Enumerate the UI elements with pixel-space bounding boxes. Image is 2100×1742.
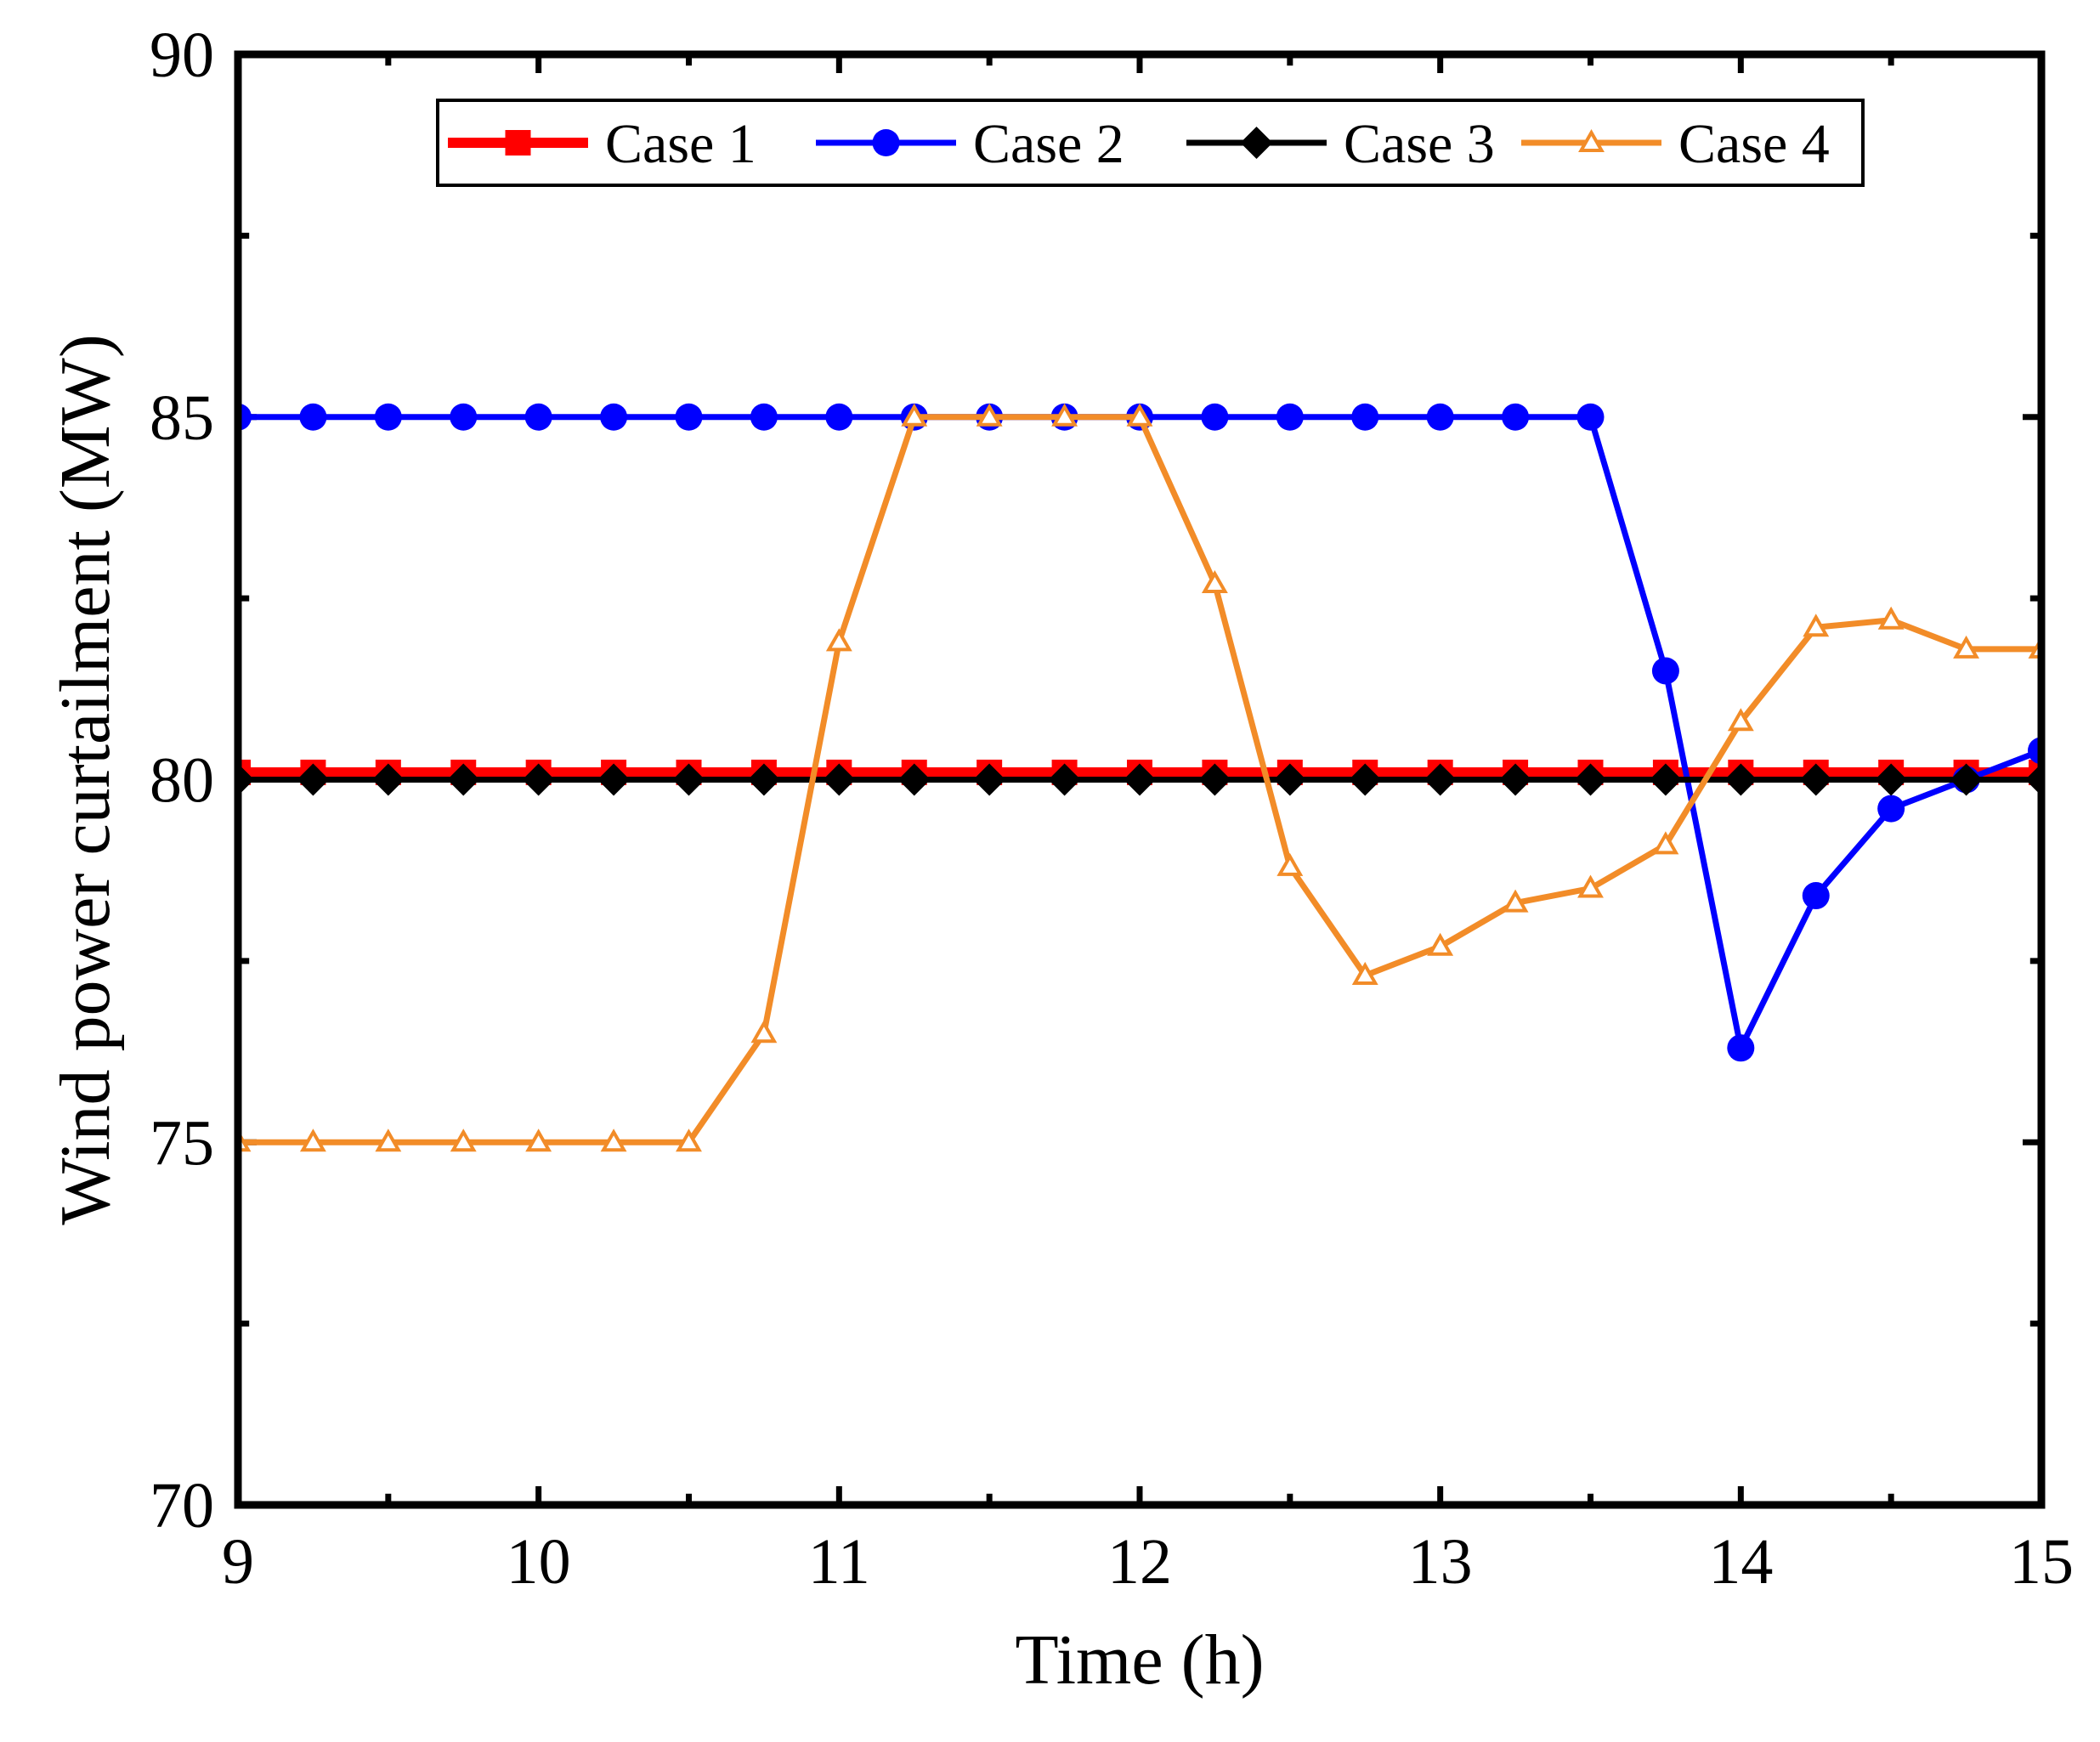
data-point-case-4 (1502, 889, 1529, 913)
data-point-case-3 (973, 763, 1006, 796)
data-point-case-4 (600, 1128, 627, 1152)
data-point-case-2 (1351, 403, 1379, 431)
series-case-3 (238, 763, 2041, 796)
data-point-case-4 (1877, 606, 1905, 630)
data-point-case-3 (747, 763, 780, 796)
legend-label: Case 4 (1678, 113, 1830, 175)
data-point-case-3 (297, 763, 330, 796)
data-point-case-2 (1201, 403, 1229, 431)
data-point-case-4 (1126, 403, 1153, 427)
x-tick-label: 14 (1708, 1526, 1773, 1598)
data-point-case-3 (1950, 763, 1983, 796)
data-point-case-3 (238, 763, 254, 796)
data-point-case-3 (522, 763, 555, 796)
data-point-case-4 (1201, 570, 1228, 594)
data-point-case-2 (1802, 882, 1830, 910)
data-point-case-3 (371, 763, 405, 796)
y-tick-label: 85 (150, 382, 214, 454)
y-tick-label: 70 (150, 1470, 214, 1541)
data-point-case-3 (597, 763, 631, 796)
data-point-case-4 (1427, 932, 1454, 956)
data-point-case-4 (1577, 874, 1604, 898)
y-tick-label: 75 (150, 1107, 214, 1179)
data-point-case-2 (825, 403, 853, 431)
tick-labels: 9 10 11 12 13 14 15 70 75 80 85 90 (150, 20, 2074, 1598)
data-point-case-4 (1803, 614, 1830, 637)
data-point-case-3 (897, 763, 931, 796)
data-point-case-4 (1351, 961, 1378, 985)
data-point-case-2 (524, 403, 552, 431)
data-point-case-4 (976, 403, 1003, 427)
legend-item-case-1: Case 1 (448, 113, 756, 175)
x-tick-label: 13 (1408, 1526, 1473, 1598)
x-tick-label: 15 (2009, 1526, 2074, 1598)
x-tick-label: 12 (1107, 1526, 1172, 1598)
legend-label: Case 2 (973, 113, 1124, 175)
data-point-case-3 (1424, 763, 1457, 796)
y-tick-label: 90 (150, 20, 214, 91)
data-point-case-2 (1426, 403, 1454, 431)
data-point-case-2 (299, 403, 327, 431)
legend-swatch-marker (1240, 127, 1273, 159)
data-point-case-2 (1651, 657, 1679, 685)
data-point-case-2 (1576, 403, 1605, 431)
data-point-case-4 (299, 1128, 326, 1152)
data-point-case-4 (1276, 852, 1304, 876)
legend-swatch-marker (1578, 128, 1605, 152)
data-point-case-4 (676, 1128, 702, 1152)
data-point-case-3 (1124, 763, 1156, 796)
data-point-case-3 (1349, 763, 1382, 796)
series-layer (238, 403, 2041, 1152)
data-point-case-2 (1727, 1034, 1755, 1062)
data-point-case-3 (1875, 763, 1908, 796)
legend-swatch-marker (505, 130, 531, 156)
legend-label: Case 3 (1344, 113, 1495, 175)
data-point-case-3 (1499, 763, 1532, 796)
data-point-case-4 (750, 1020, 778, 1044)
data-point-case-4 (525, 1128, 552, 1152)
data-point-case-4 (1051, 403, 1078, 427)
data-point-case-4 (1953, 635, 1980, 659)
data-point-case-3 (1198, 763, 1231, 796)
data-point-case-3 (447, 763, 480, 796)
plot-frame (234, 50, 2046, 1509)
data-point-case-2 (374, 403, 402, 431)
legend-item-case-3: Case 3 (1186, 113, 1495, 175)
legend-swatch-marker (872, 129, 900, 156)
data-point-case-2 (450, 403, 478, 431)
data-point-case-4 (450, 1128, 477, 1152)
data-point-case-3 (1724, 763, 1758, 796)
y-tick-label: 80 (150, 745, 214, 817)
data-point-case-3 (1273, 763, 1306, 796)
legend-label: Case 1 (605, 113, 756, 175)
data-point-case-4 (901, 403, 928, 427)
data-point-case-4 (375, 1128, 402, 1152)
data-point-case-2 (750, 403, 778, 431)
data-point-case-2 (675, 403, 703, 431)
x-axis-label: Time (h) (1015, 1620, 1264, 1700)
legend-item-case-2: Case 2 (816, 113, 1124, 175)
x-tick-label: 10 (507, 1526, 571, 1598)
x-tick-label: 9 (222, 1526, 254, 1598)
data-point-case-4 (1727, 708, 1754, 732)
data-point-case-4 (1652, 831, 1679, 855)
data-point-case-3 (823, 763, 856, 796)
data-point-case-2 (600, 403, 628, 431)
data-point-case-3 (1574, 763, 1607, 796)
data-point-case-3 (1048, 763, 1081, 796)
data-point-case-2 (1276, 403, 1304, 431)
data-point-case-3 (1799, 763, 1832, 796)
legend-item-case-4: Case 4 (1521, 113, 1830, 175)
x-tick-label: 11 (808, 1526, 870, 1598)
data-point-case-3 (2025, 763, 2041, 796)
data-point-case-4 (825, 628, 852, 652)
data-point-case-2 (1877, 795, 1905, 823)
legend: Case 1 Case 2 Case 3 Case 4 (436, 99, 1865, 187)
data-point-case-3 (672, 763, 705, 796)
y-axis-label: Wind power curtailment (MW) (46, 334, 125, 1225)
data-point-case-2 (1502, 403, 1530, 431)
data-point-case-3 (1649, 763, 1682, 796)
